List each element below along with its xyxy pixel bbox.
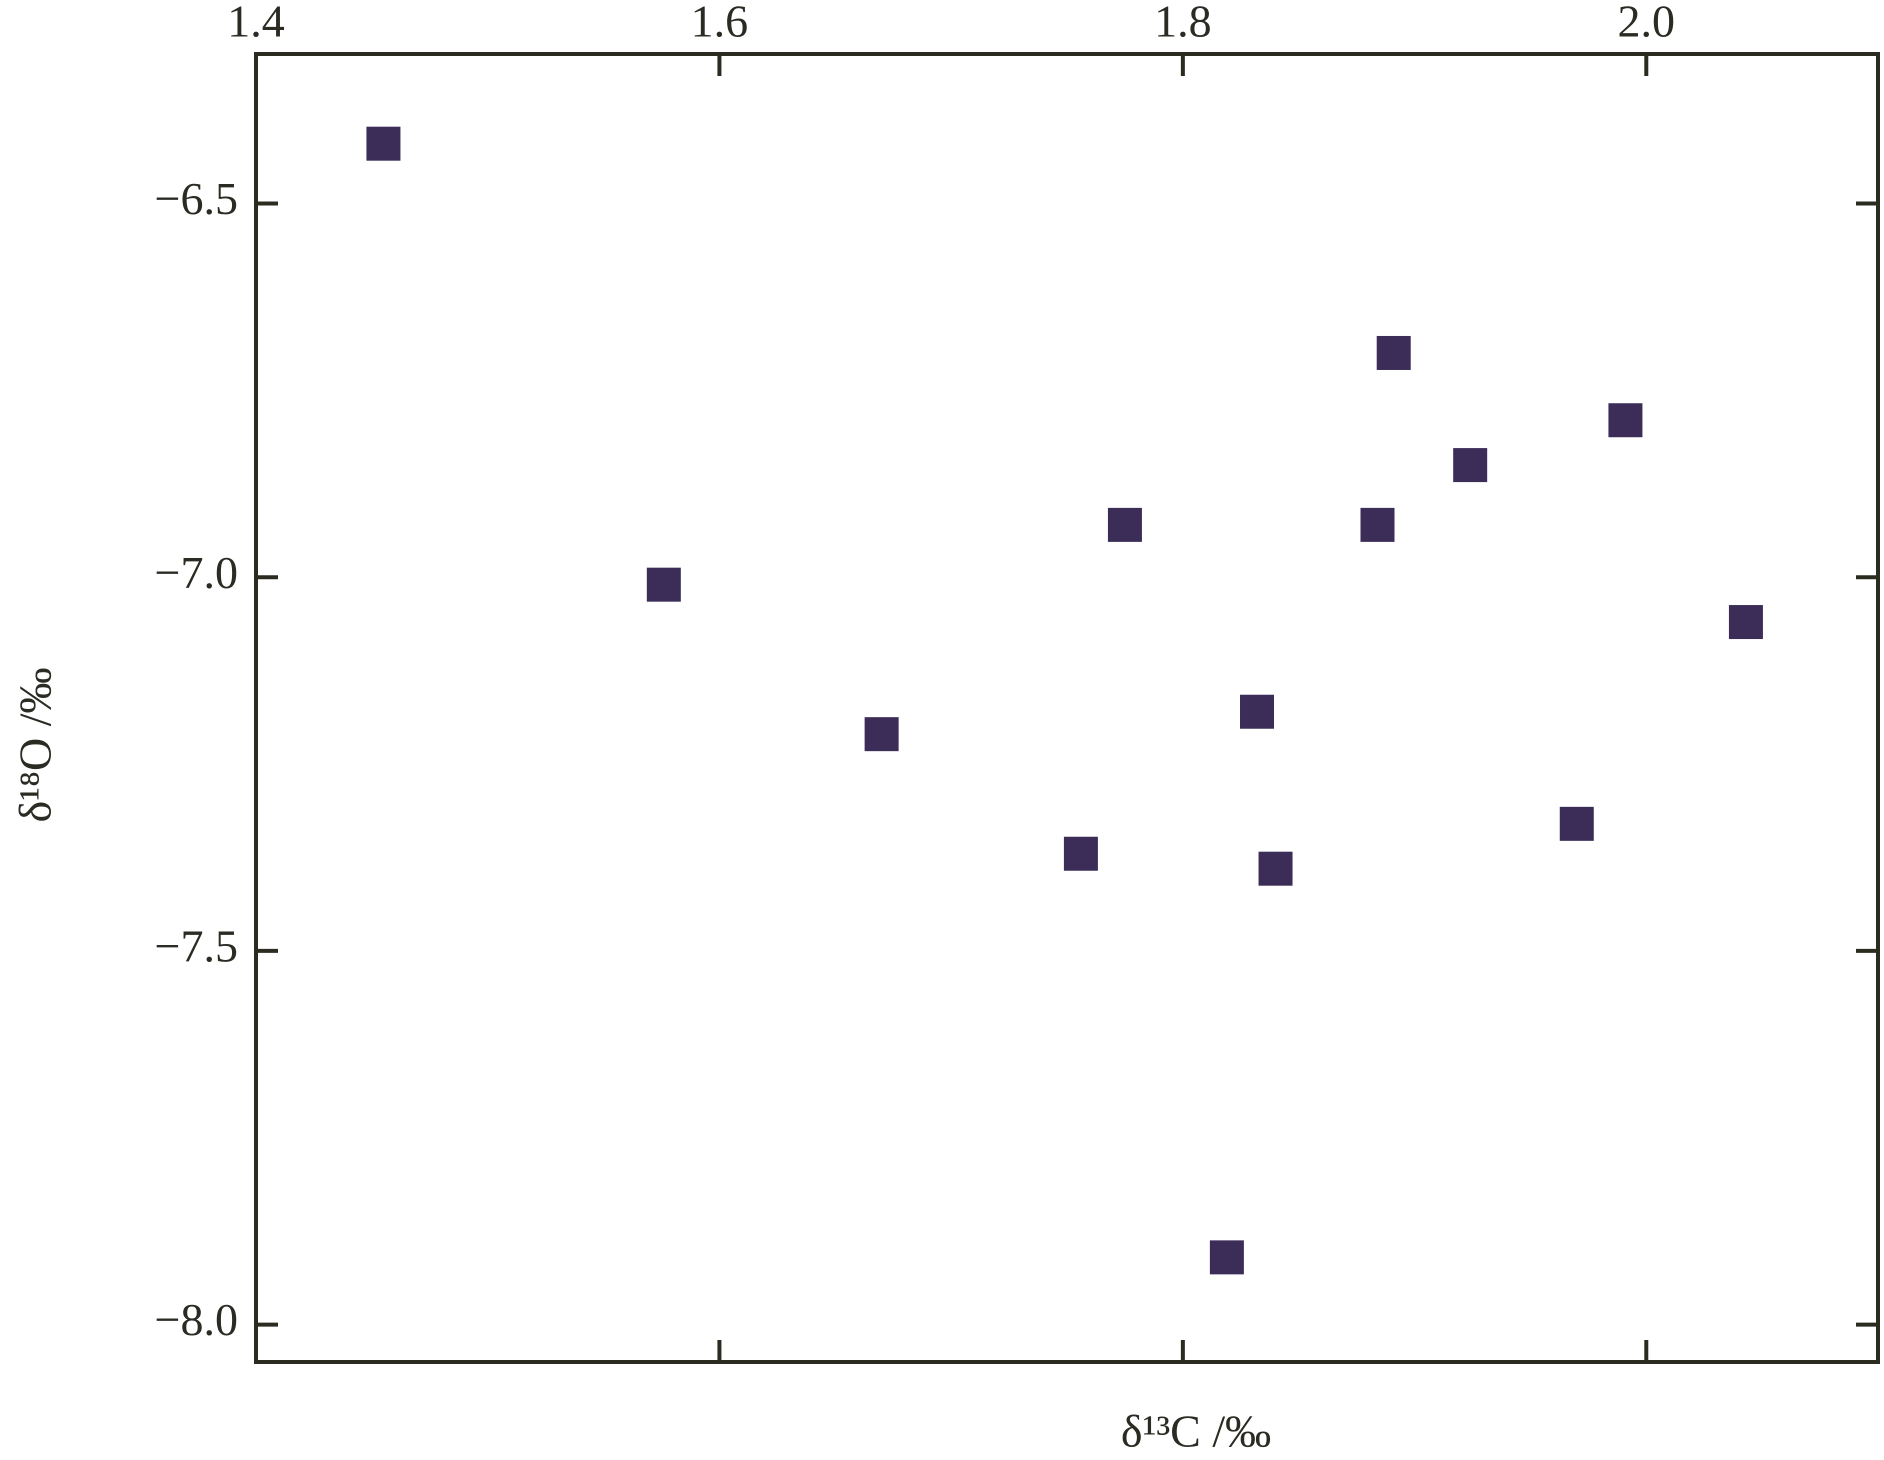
point [366, 126, 401, 161]
point [1453, 448, 1488, 483]
point [1728, 605, 1763, 640]
point [1376, 335, 1411, 370]
point [646, 567, 681, 602]
x-tick-label: 1.6 [691, 0, 749, 47]
point [1240, 694, 1275, 729]
point [864, 717, 899, 752]
point [1360, 507, 1395, 542]
point [1258, 851, 1293, 886]
point [1608, 403, 1643, 438]
x-tick-label: 2.0 [1618, 0, 1676, 47]
y-tick-label: −7.5 [155, 920, 238, 971]
y-tick-label: −7.0 [155, 547, 238, 598]
x-tick-label: 1.8 [1154, 0, 1212, 47]
point [1559, 806, 1594, 841]
point [1209, 1240, 1244, 1275]
y-tick-label: −6.5 [155, 173, 238, 224]
plot-frame [254, 52, 1880, 1364]
point [1063, 836, 1098, 871]
point [1107, 507, 1142, 542]
x-axis-label: δ¹³C /‰ [1121, 1406, 1271, 1457]
y-tick-label: −8.0 [155, 1294, 238, 1345]
x-tick-label: 1.4 [227, 0, 285, 47]
y-axis-label: δ¹⁸O /‰ [10, 667, 61, 822]
